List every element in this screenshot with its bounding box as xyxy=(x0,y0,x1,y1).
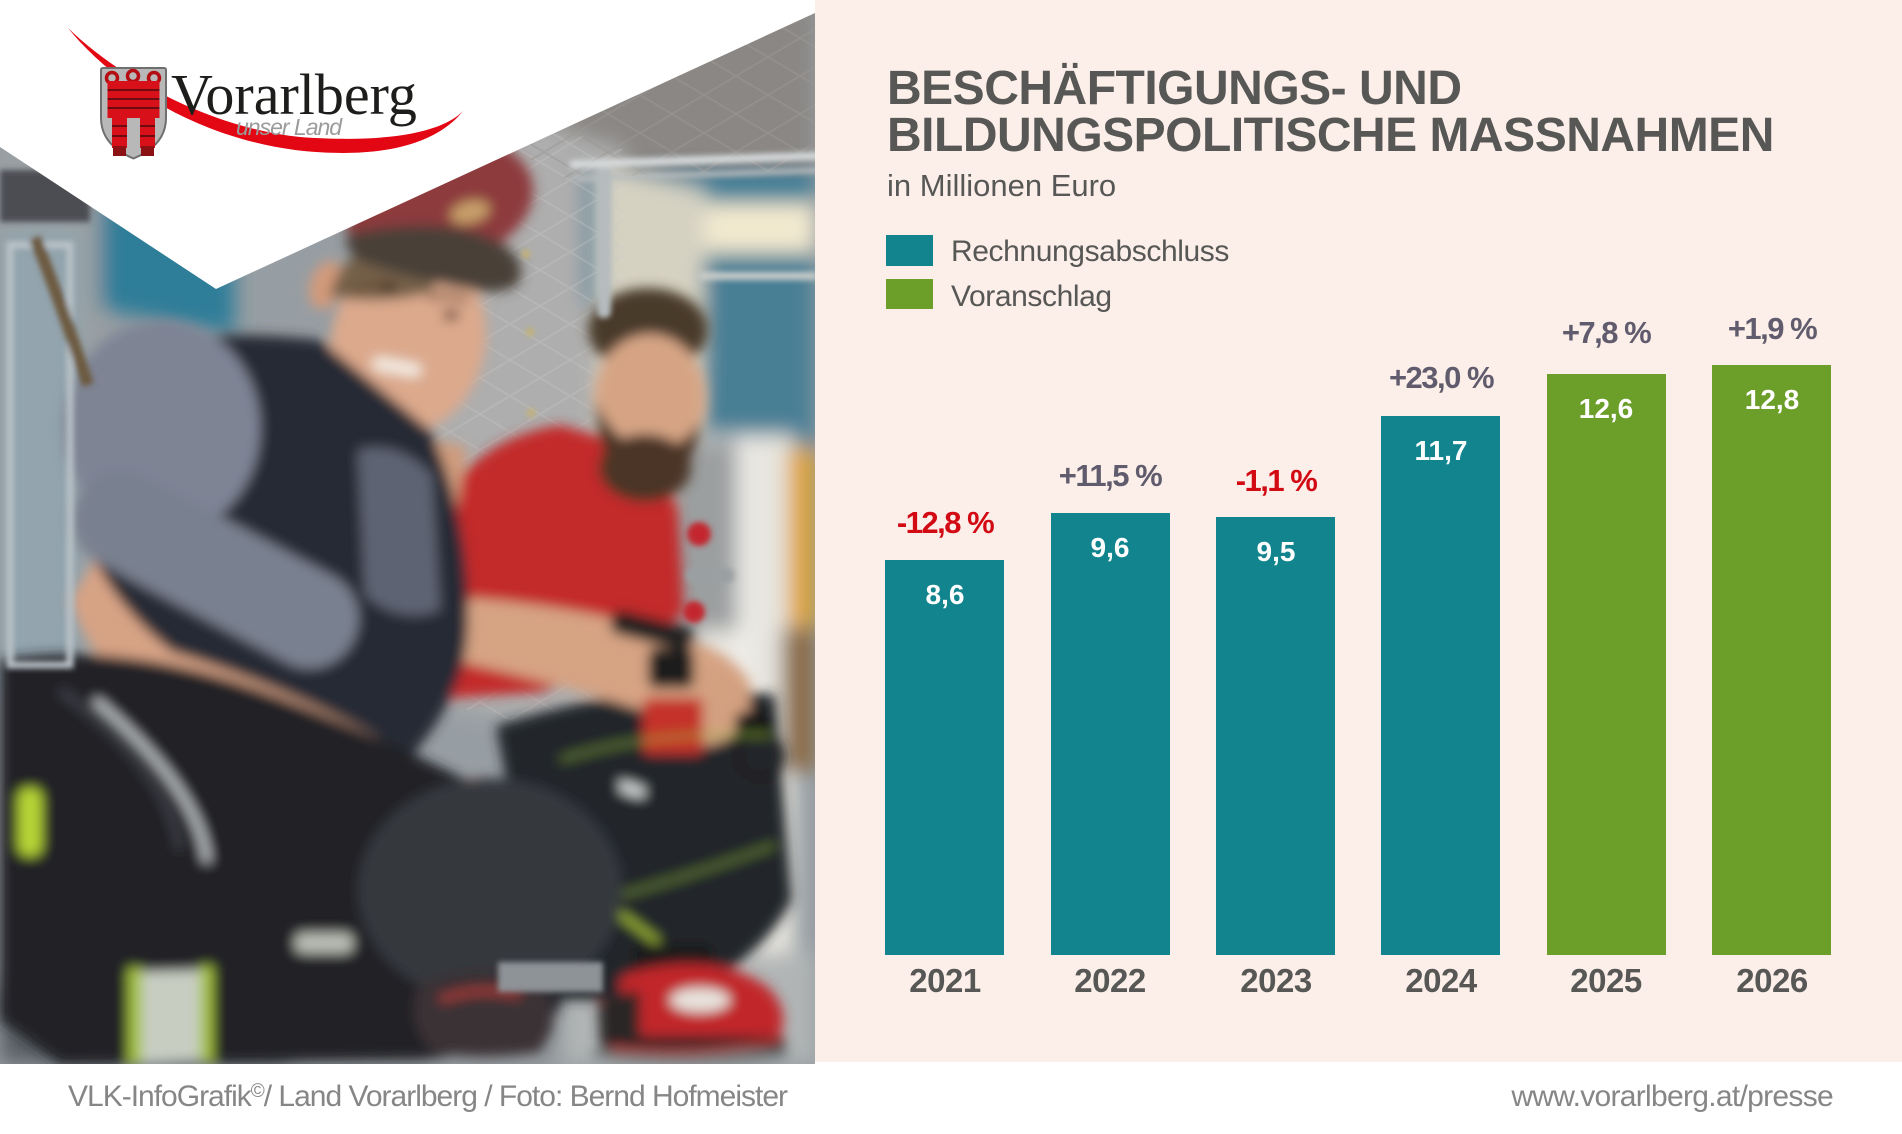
svg-text:unser Land: unser Land xyxy=(236,114,343,140)
svg-text:Vorarlberg: Vorarlberg xyxy=(171,62,417,127)
